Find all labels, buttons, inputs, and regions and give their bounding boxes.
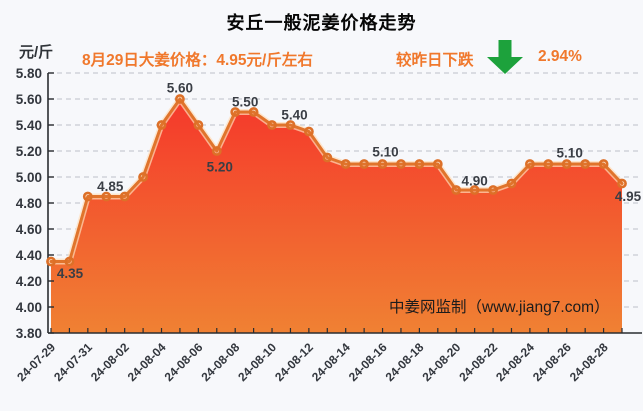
- svg-text:24-08-14: 24-08-14: [309, 340, 353, 384]
- svg-text:5.60: 5.60: [16, 92, 42, 107]
- svg-text:5.50: 5.50: [232, 95, 258, 110]
- svg-text:5.20: 5.20: [207, 160, 233, 175]
- svg-text:4.80: 4.80: [16, 196, 42, 211]
- svg-text:24-08-02: 24-08-02: [88, 340, 132, 384]
- svg-text:24-08-12: 24-08-12: [272, 340, 316, 384]
- svg-text:4.95: 4.95: [615, 189, 642, 204]
- svg-text:24-08-10: 24-08-10: [235, 340, 279, 384]
- svg-text:24-08-20: 24-08-20: [419, 340, 463, 384]
- svg-text:24-07-31: 24-07-31: [51, 340, 95, 384]
- svg-text:24-08-16: 24-08-16: [346, 340, 390, 384]
- svg-text:5.60: 5.60: [167, 81, 193, 96]
- svg-text:5.10: 5.10: [557, 146, 583, 161]
- svg-text:3.80: 3.80: [16, 326, 42, 341]
- svg-text:5.80: 5.80: [16, 66, 42, 81]
- svg-text:24-08-06: 24-08-06: [162, 340, 206, 384]
- svg-text:5.10: 5.10: [372, 145, 398, 160]
- svg-text:24-08-18: 24-08-18: [383, 340, 427, 384]
- svg-text:24-08-08: 24-08-08: [198, 340, 242, 384]
- change-direction-label: 较昨日下跌: [396, 52, 474, 69]
- svg-text:4.00: 4.00: [16, 300, 42, 315]
- current-price-subtitle: 8月29日大姜价格：4.95元/斤左右: [82, 52, 313, 69]
- down-arrow-icon: [487, 40, 523, 74]
- svg-text:4.90: 4.90: [461, 174, 487, 189]
- svg-text:4.60: 4.60: [16, 222, 42, 237]
- change-percent-value: 2.94%: [538, 48, 582, 65]
- svg-text:24-08-04: 24-08-04: [125, 340, 169, 384]
- y-axis-unit-label: 元/斤: [19, 44, 54, 61]
- svg-text:4.35: 4.35: [57, 266, 84, 281]
- svg-text:24-08-22: 24-08-22: [456, 340, 500, 384]
- svg-text:4.40: 4.40: [16, 248, 42, 263]
- svg-text:4.85: 4.85: [97, 179, 124, 194]
- svg-text:24-08-28: 24-08-28: [567, 340, 611, 384]
- svg-text:4.20: 4.20: [16, 274, 42, 289]
- svg-text:5.20: 5.20: [16, 144, 42, 159]
- svg-text:5.40: 5.40: [281, 108, 307, 123]
- svg-text:5.00: 5.00: [16, 170, 42, 185]
- svg-text:5.40: 5.40: [16, 118, 42, 133]
- page-title: 安丘一般泥姜价格走势: [226, 13, 417, 33]
- svg-text:24-08-26: 24-08-26: [530, 340, 574, 384]
- svg-text:24-07-29: 24-07-29: [14, 340, 58, 384]
- svg-text:24-08-24: 24-08-24: [493, 340, 537, 384]
- watermark-text: 中姜网监制（www.jiang7.com）: [389, 299, 610, 316]
